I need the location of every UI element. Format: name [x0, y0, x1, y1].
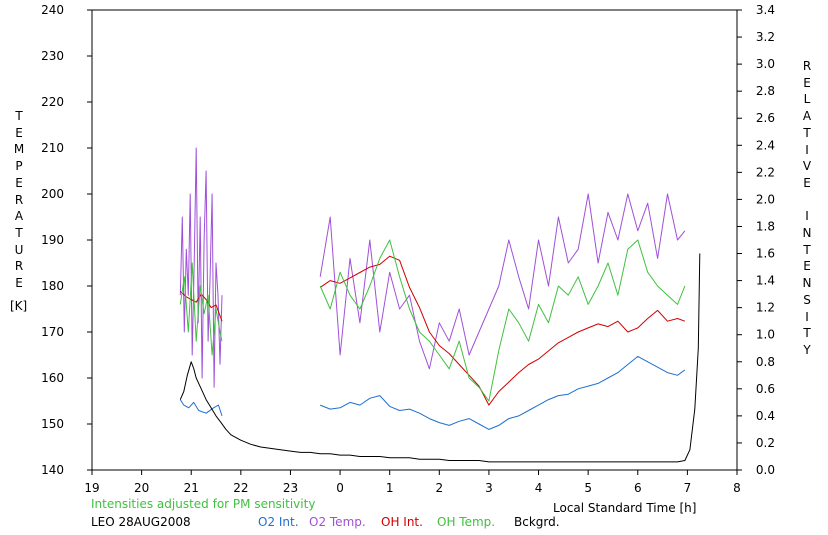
- y-left-tick-label: 230: [41, 49, 64, 63]
- series-line-o2-int-seg1: [320, 355, 686, 430]
- y-right-tick-label: 0.4: [756, 409, 775, 423]
- y-left-tick-label: 150: [41, 417, 64, 431]
- y-right-tick-label: 3.0: [756, 57, 775, 71]
- y-left-tick-label: 170: [41, 325, 64, 339]
- x-tick-label: 2: [435, 481, 443, 495]
- chart-caption: LEO 28AUG2008: [91, 515, 191, 529]
- x-tick-label: 19: [84, 481, 99, 495]
- x-tick-label: 5: [584, 481, 592, 495]
- y-right-tick-label: 0.2: [756, 436, 775, 450]
- y-left-tick-label: 180: [41, 279, 64, 293]
- y-right-tick-label: 3.2: [756, 30, 775, 44]
- series-line-oh-int-seg1: [319, 255, 686, 406]
- legend-item-oh-int: OH Int.: [381, 515, 423, 529]
- y-right-tick-label: 2.4: [756, 138, 775, 152]
- x-tick-label: 8: [733, 481, 741, 495]
- x-tick-label: 3: [485, 481, 493, 495]
- y-right-tick-label: 1.8: [756, 219, 775, 233]
- y-right-tick-label: 0.6: [756, 382, 775, 396]
- y-axis-left-unit: [K]: [10, 299, 28, 313]
- y-right-tick-label: 1.6: [756, 247, 775, 261]
- legend-item-o2-temp: O2 Temp.: [309, 515, 366, 529]
- y-right-tick-label: 0.0: [756, 463, 775, 477]
- axes-ticks: 19 20 21 22 23 0 1 2 3 4 5 6 7 8140150160170180190200…: [41, 3, 775, 495]
- series-line-o2-temp-seg0: [179, 147, 223, 388]
- x-tick-label: 0: [336, 481, 344, 495]
- series-group: [179, 147, 701, 463]
- y-right-tick-label: 1.0: [756, 328, 775, 342]
- series-line-oh-temp-seg1: [319, 239, 686, 402]
- y-right-tick-label: 2.8: [756, 84, 775, 98]
- y-left-tick-label: 220: [41, 95, 64, 109]
- y-left-tick-label: 160: [41, 371, 64, 385]
- y-right-tick-label: 2.2: [756, 165, 775, 179]
- plot-frame: [91, 9, 738, 471]
- y-left-tick-label: 140: [41, 463, 64, 477]
- series-line-o2-int-seg0: [179, 399, 223, 417]
- x-axis-label: Local Standard Time [h]: [553, 501, 697, 515]
- legend-item-bckgrd: Bckgrd.: [514, 515, 560, 529]
- y-right-tick-label: 0.8: [756, 355, 775, 369]
- x-tick-label: 22: [233, 481, 248, 495]
- y-right-tick-label: 2.6: [756, 111, 775, 125]
- y-axis-right-label: R E L A T I V E I N T E N S I T Y: [802, 59, 812, 357]
- y-right-tick-label: 1.4: [756, 274, 775, 288]
- y-axis-left-label: T E M P E R A T U R E: [13, 109, 25, 291]
- x-tick-label: 21: [184, 481, 199, 495]
- series-line-bckgrd-seg0: [179, 253, 701, 463]
- legend-item-oh-temp: OH Temp.: [437, 515, 496, 529]
- y-right-tick-label: 3.4: [756, 3, 775, 17]
- chart-note: Intensities adjusted for PM sensitivity: [91, 497, 316, 511]
- legend-item-o2-int: O2 Int.: [258, 515, 299, 529]
- y-left-tick-label: 190: [41, 233, 64, 247]
- x-tick-label: 23: [283, 481, 298, 495]
- x-tick-label: 6: [634, 481, 642, 495]
- y-left-tick-label: 210: [41, 141, 64, 155]
- y-left-tick-label: 240: [41, 3, 64, 17]
- series-line-oh-temp-seg0: [179, 262, 223, 356]
- x-tick-label: 4: [535, 481, 543, 495]
- x-tick-label: 1: [386, 481, 394, 495]
- y-right-tick-label: 1.2: [756, 301, 775, 315]
- x-tick-label: 20: [134, 481, 149, 495]
- y-right-tick-label: 2.0: [756, 192, 775, 206]
- y-left-tick-label: 200: [41, 187, 64, 201]
- x-tick-label: 7: [684, 481, 692, 495]
- series-line-o2-temp-seg1: [319, 193, 686, 370]
